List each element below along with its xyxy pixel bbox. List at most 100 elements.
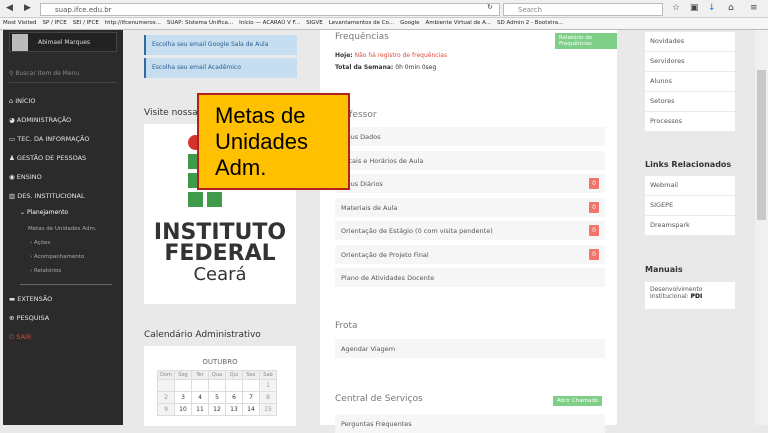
- bookmark[interactable]: SP / IFCE: [42, 20, 67, 26]
- divider: [20, 284, 112, 285]
- count-badge: 0: [589, 178, 599, 189]
- submenu-planejamento[interactable]: ⌄ Planejamento: [20, 209, 68, 216]
- quick-link[interactable]: Servidores: [645, 52, 735, 71]
- menu-extensao[interactable]: ▬ EXTENSÃO: [9, 295, 52, 303]
- bookmark[interactable]: Início — ACARAÚ V F...: [239, 20, 301, 26]
- download-icon[interactable]: ↓: [708, 3, 716, 13]
- today-label: Hoje:: [335, 52, 353, 59]
- professor-item[interactable]: Meus Diários 0: [335, 174, 605, 193]
- back-icon[interactable]: ◀: [6, 3, 13, 13]
- chevron-right-icon: ›: [30, 268, 34, 274]
- calendar-day[interactable]: [208, 379, 226, 392]
- week-value: 0h 0min 0seg: [395, 64, 437, 71]
- calendar-day[interactable]: 9: [157, 403, 175, 416]
- calendar-day[interactable]: 4: [191, 391, 209, 404]
- label: Orientação de Projeto Final: [341, 250, 429, 259]
- label: Materiais de Aula: [341, 203, 398, 212]
- chevron-right-icon: ›: [30, 240, 34, 246]
- professor-item[interactable]: Orientação de Estágio (0 com visita pend…: [335, 221, 605, 240]
- bookmark[interactable]: Levantamentos de Co...: [328, 20, 395, 26]
- manual-pdi[interactable]: Desenvolvimento Institucional: PDI: [645, 282, 735, 309]
- quick-link[interactable]: Setores: [645, 92, 735, 111]
- calendar-day[interactable]: 1: [259, 379, 277, 392]
- calendar: OUTUBRO Dom Seg Ter Qua Qui Sex Sab 1 2 3 4 5 6 7 8 9 10…: [144, 346, 296, 426]
- professor-item[interactable]: Meus Dados: [335, 127, 605, 146]
- label: TEC. DA INFORMAÇÃO: [17, 135, 90, 143]
- menu-inicio[interactable]: ⌂ INÍCIO: [9, 97, 35, 105]
- calendar-day[interactable]: 3: [174, 391, 192, 404]
- abrir-chamado-button[interactable]: Abrir Chamado: [553, 396, 603, 406]
- quick-link[interactable]: Novidades: [645, 32, 735, 51]
- star-icon[interactable]: ☆: [672, 3, 681, 13]
- bookmark[interactable]: http://ifcenumeros...: [104, 20, 161, 26]
- menu-des-institucional[interactable]: ▥ DES. INSTITUCIONAL: [9, 192, 85, 200]
- user-icon: ♟: [9, 154, 17, 162]
- calendar-day[interactable]: 6: [225, 391, 243, 404]
- calendar-day[interactable]: [242, 379, 260, 392]
- label: DES. INSTITUCIONAL: [17, 192, 85, 200]
- clipboard-icon[interactable]: ▣: [690, 3, 699, 13]
- calendar-day[interactable]: 10: [174, 403, 192, 416]
- agendar-viagem[interactable]: Agendar Viagem: [335, 339, 605, 358]
- bookmark[interactable]: SD Admin 2 - Bootstra...: [497, 20, 564, 26]
- bookmark[interactable]: SEI / IFCE: [72, 20, 99, 26]
- perguntas-frequentes[interactable]: Perguntas Frequentes: [335, 414, 605, 433]
- notice-academic-email[interactable]: Escolha seu email Acadêmico: [144, 58, 297, 78]
- bookmark[interactable]: Google: [400, 20, 420, 26]
- calendar-day[interactable]: 11: [191, 403, 209, 416]
- calendar-day[interactable]: 12: [208, 403, 226, 416]
- menu-search[interactable]: ⚲ Buscar Item de Menu: [9, 70, 117, 83]
- bookmark[interactable]: SIGVE: [306, 20, 323, 26]
- quick-link[interactable]: Alunos: [645, 72, 735, 91]
- calendar-day[interactable]: 14: [242, 403, 260, 416]
- menu-ti[interactable]: ▭ TEC. DA INFORMAÇÃO: [9, 135, 89, 143]
- chevron-down-icon: ⌄: [20, 209, 27, 216]
- browser-search[interactable]: Search: [503, 3, 663, 16]
- professor-item[interactable]: Materiais de Aula 0: [335, 197, 605, 217]
- reload-icon[interactable]: ↻: [487, 3, 493, 11]
- notice-google-classroom[interactable]: Escolha seu email Google Sala de Aula: [144, 35, 297, 55]
- relatorio-frequencias-button[interactable]: Relatório de Frequências: [555, 33, 617, 49]
- scrollbar-thumb[interactable]: [757, 70, 766, 220]
- bookmark[interactable]: Ambiente Virtual de A...: [425, 20, 492, 26]
- bookmark[interactable]: Most Visited: [3, 20, 37, 26]
- user-box[interactable]: Abimael Marques: [9, 32, 117, 52]
- home-icon[interactable]: ⌂: [728, 3, 734, 13]
- menu-ensino[interactable]: ◉ ENSINO: [9, 173, 42, 181]
- calendar-day[interactable]: 8: [259, 391, 277, 404]
- calendar-day[interactable]: 5: [208, 391, 226, 404]
- related-link[interactable]: SIGEPE: [645, 196, 735, 215]
- forward-icon[interactable]: ▶: [24, 3, 31, 13]
- submenu-acoes[interactable]: › Ações: [30, 240, 50, 246]
- card-icon: ▬: [9, 295, 18, 303]
- menu-icon[interactable]: ≡: [750, 3, 758, 13]
- menu-pesquisa[interactable]: ⊕ PESQUISA: [9, 314, 49, 322]
- submenu-relatorios[interactable]: › Relatórios: [30, 268, 61, 274]
- quick-link[interactable]: Processos: [645, 112, 735, 131]
- scrollbar[interactable]: [755, 30, 768, 425]
- menu-sair[interactable]: ⏻ SAIR: [9, 333, 31, 342]
- calendar-day[interactable]: 15: [259, 403, 277, 416]
- professor-item[interactable]: Locais e Horários de Aula: [335, 150, 605, 170]
- manual-link[interactable]: PDI: [690, 293, 703, 300]
- url-bar[interactable]: suap.ifce.edu.br: [40, 3, 500, 16]
- bookmark[interactable]: SUAP: Sistema Unifica...: [166, 20, 234, 26]
- professor-item[interactable]: Plano de Atividades Docente: [335, 268, 605, 287]
- professor-title: Professor: [335, 110, 377, 120]
- calendar-day[interactable]: [174, 379, 192, 392]
- calendar-day[interactable]: [225, 379, 243, 392]
- menu-search-placeholder: Buscar Item de Menu: [15, 70, 80, 77]
- calendar-day[interactable]: 13: [225, 403, 243, 416]
- related-link[interactable]: Webmail: [645, 176, 735, 195]
- related-link[interactable]: Dreamspark: [645, 216, 735, 235]
- menu-administracao[interactable]: ◕ ADMINISTRAÇÃO: [9, 116, 71, 124]
- menu-gestao-pessoas[interactable]: ♟ GESTÃO DE PESSOAS: [9, 154, 86, 162]
- submenu-acompanhamento[interactable]: › Acompanhamento: [30, 254, 84, 260]
- calendar-day[interactable]: 7: [242, 391, 260, 404]
- calendar-day[interactable]: 2: [157, 391, 175, 404]
- weekday: Qui: [225, 370, 243, 380]
- calendar-day[interactable]: [191, 379, 209, 392]
- calendar-day[interactable]: [157, 379, 175, 392]
- professor-item[interactable]: Orientação de Projeto Final 0: [335, 244, 605, 264]
- submenu-metas[interactable]: Metas de Unidades Adm.: [28, 226, 97, 232]
